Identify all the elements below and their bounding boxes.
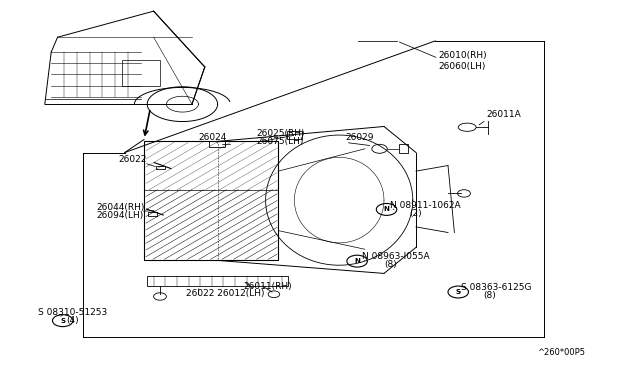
- Text: N 08963-l055A: N 08963-l055A: [362, 252, 429, 261]
- Text: S: S: [456, 289, 461, 295]
- Text: N: N: [383, 206, 390, 212]
- Text: 26022: 26022: [118, 155, 147, 164]
- Text: (2): (2): [410, 209, 422, 218]
- Text: 26060(LH): 26060(LH): [438, 62, 486, 71]
- Text: 26044(RH): 26044(RH): [96, 203, 145, 212]
- Text: 26025(RH): 26025(RH): [256, 129, 305, 138]
- Text: (8): (8): [384, 260, 397, 269]
- Text: ^260*00P5: ^260*00P5: [538, 348, 586, 357]
- Text: 26010(RH): 26010(RH): [438, 51, 487, 60]
- Text: 26011(RH): 26011(RH): [243, 282, 292, 291]
- Bar: [156, 166, 165, 169]
- Bar: [147, 276, 288, 286]
- Text: N: N: [354, 258, 360, 264]
- Bar: [209, 141, 225, 147]
- Text: S: S: [60, 318, 65, 324]
- Text: 26024: 26024: [198, 133, 227, 142]
- Bar: [399, 144, 408, 153]
- Text: (8): (8): [483, 291, 496, 300]
- Text: N 08911-1062A: N 08911-1062A: [390, 201, 461, 210]
- Text: S 08363-6125G: S 08363-6125G: [461, 283, 531, 292]
- Bar: [148, 212, 157, 216]
- Text: 26029: 26029: [346, 133, 374, 142]
- Text: 26022 26012(LH): 26022 26012(LH): [186, 289, 264, 298]
- Text: S 08310-51253: S 08310-51253: [38, 308, 108, 317]
- Text: (4): (4): [66, 316, 79, 325]
- Text: 26075(LH): 26075(LH): [256, 137, 303, 146]
- Bar: [287, 131, 302, 139]
- Text: 26011A: 26011A: [486, 110, 521, 119]
- Bar: [122, 60, 160, 86]
- Text: 26094(LH): 26094(LH): [96, 211, 143, 220]
